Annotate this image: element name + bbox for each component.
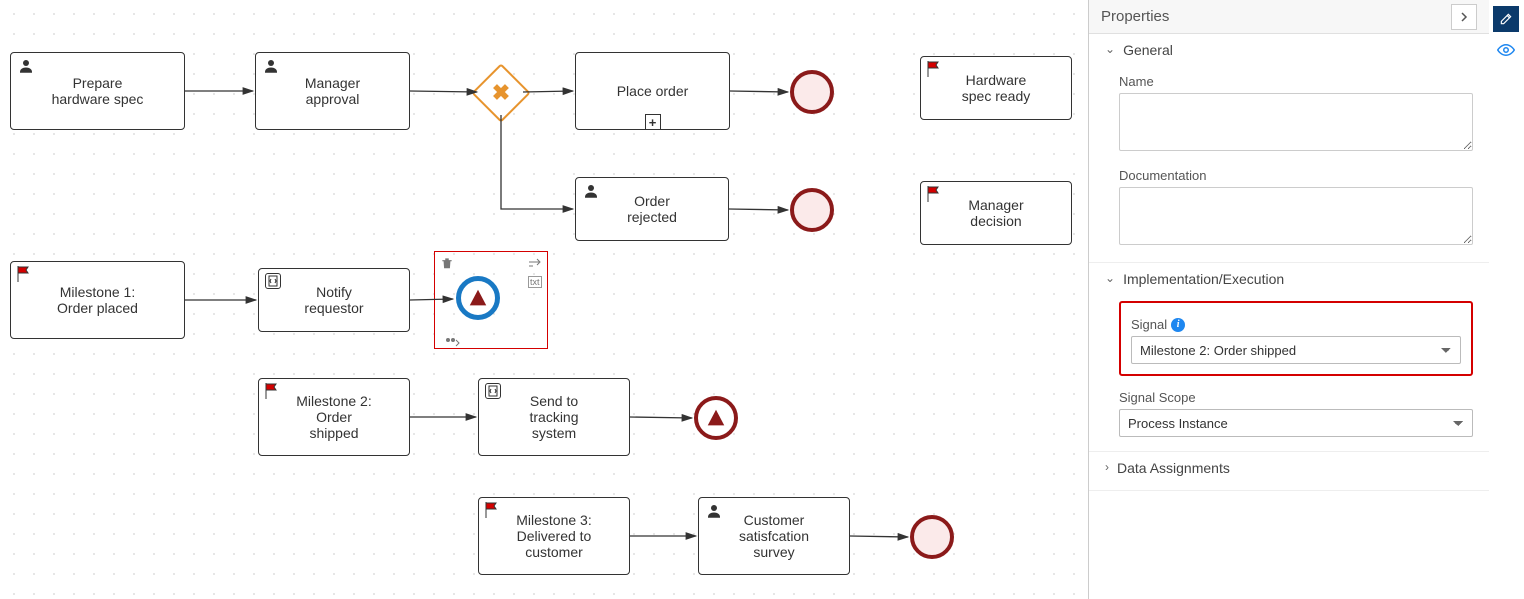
collapse-button[interactable] bbox=[1451, 4, 1477, 30]
edit-tool[interactable] bbox=[1493, 6, 1519, 32]
chevron-down-icon: ⌄ bbox=[1105, 271, 1115, 285]
task-survey[interactable]: Customer satisfcation survey bbox=[698, 497, 850, 575]
text-annotation-icon[interactable]: txt bbox=[528, 276, 542, 288]
task-label: Prepare hardware spec bbox=[52, 75, 144, 107]
milestone-1[interactable]: Milestone 1: Order placed bbox=[10, 261, 185, 339]
user-icon bbox=[17, 57, 35, 78]
task-label: Notify requestor bbox=[304, 284, 363, 316]
section-impl[interactable]: ⌄ Implementation/Execution bbox=[1105, 271, 1473, 287]
task-label: Customer satisfcation survey bbox=[739, 512, 809, 560]
signal-end-2[interactable] bbox=[694, 396, 738, 440]
x-icon: ✖ bbox=[482, 74, 520, 112]
flag-icon bbox=[17, 266, 31, 285]
chevron-down-icon: ⌄ bbox=[1105, 42, 1115, 56]
doc-input[interactable] bbox=[1119, 187, 1473, 245]
user-icon bbox=[262, 57, 280, 78]
task-label: Milestone 1: Order placed bbox=[57, 284, 138, 316]
visibility-toggle[interactable] bbox=[1493, 40, 1519, 60]
milestone-2[interactable]: Milestone 2: Order shipped bbox=[258, 378, 410, 456]
flag-icon bbox=[485, 502, 499, 521]
task-label: Send to tracking system bbox=[529, 393, 578, 441]
info-icon[interactable]: i bbox=[1171, 318, 1185, 332]
task-manager-approval[interactable]: Manager approval bbox=[255, 52, 410, 130]
milestone-mgr-decision[interactable]: Manager decision bbox=[920, 181, 1072, 245]
section-general[interactable]: ⌄ General bbox=[1105, 42, 1473, 58]
subprocess-marker: + bbox=[645, 114, 661, 130]
scope-select[interactable]: Process Instance bbox=[1119, 409, 1473, 437]
name-label: Name bbox=[1119, 74, 1473, 89]
task-place-order[interactable]: Place order + bbox=[575, 52, 730, 130]
end-event-1[interactable] bbox=[790, 70, 834, 114]
properties-panel: Properties ⌄ General Name Documentation … bbox=[1088, 0, 1489, 599]
task-order-rejected[interactable]: Order rejected bbox=[575, 177, 729, 241]
task-label: Manager decision bbox=[968, 197, 1023, 229]
task-tracking[interactable]: Send to tracking system bbox=[478, 378, 630, 456]
morph-icon[interactable] bbox=[444, 336, 460, 351]
end-event-2[interactable] bbox=[790, 188, 834, 232]
task-label: Hardware spec ready bbox=[962, 72, 1030, 104]
delete-icon[interactable] bbox=[440, 256, 454, 273]
task-label: Place order bbox=[617, 83, 689, 99]
scope-label: Signal Scope bbox=[1119, 390, 1473, 405]
name-input[interactable] bbox=[1119, 93, 1473, 151]
milestone-hw-ready[interactable]: Hardware spec ready bbox=[920, 56, 1072, 120]
signal-select[interactable]: Milestone 2: Order shipped bbox=[1131, 336, 1461, 364]
canvas[interactable]: Prepare hardware spec Manager approval ✖… bbox=[0, 0, 1088, 599]
end-event-3[interactable] bbox=[910, 515, 954, 559]
doc-label: Documentation bbox=[1119, 168, 1473, 183]
panel-title: Properties bbox=[1101, 8, 1169, 25]
user-icon bbox=[705, 502, 723, 523]
flag-icon bbox=[927, 186, 941, 205]
task-label: Milestone 3: Delivered to customer bbox=[516, 512, 591, 560]
milestone-3[interactable]: Milestone 3: Delivered to customer bbox=[478, 497, 630, 575]
task-label: Manager approval bbox=[305, 75, 360, 107]
section-data[interactable]: › Data Assignments bbox=[1105, 460, 1473, 476]
script-icon bbox=[485, 383, 501, 399]
task-notify-requestor[interactable]: Notify requestor bbox=[258, 268, 410, 332]
signal-label: Signal i bbox=[1131, 317, 1461, 332]
task-label: Milestone 2: Order shipped bbox=[296, 393, 371, 441]
user-icon bbox=[582, 182, 600, 203]
task-prepare-hw[interactable]: Prepare hardware spec bbox=[10, 52, 185, 130]
connect-icon[interactable] bbox=[528, 256, 542, 270]
signal-end-selected[interactable] bbox=[456, 276, 500, 320]
chevron-right-icon: › bbox=[1105, 460, 1109, 474]
signal-highlight: Signal i Milestone 2: Order shipped bbox=[1119, 301, 1473, 376]
script-icon bbox=[265, 273, 281, 289]
flag-icon bbox=[265, 383, 279, 402]
xor-gateway[interactable]: ✖ bbox=[471, 63, 530, 122]
task-label: Order rejected bbox=[627, 193, 677, 225]
flag-icon bbox=[927, 61, 941, 80]
